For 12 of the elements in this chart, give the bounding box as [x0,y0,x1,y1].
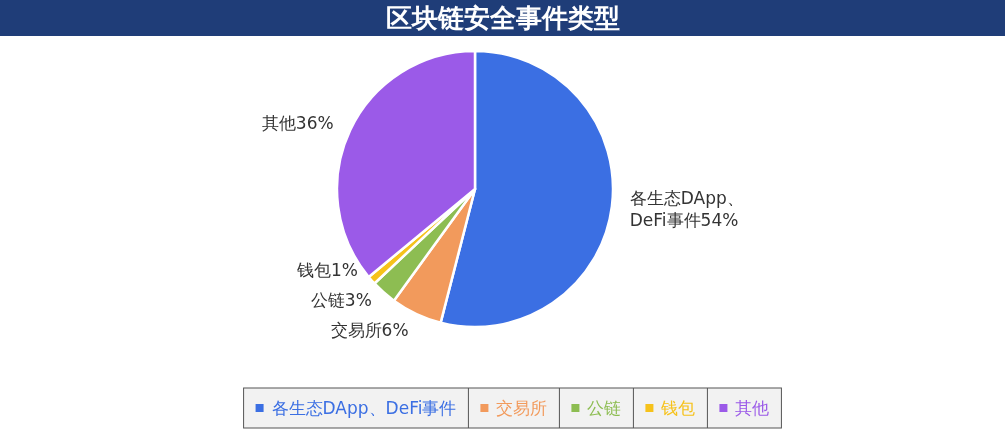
category-label: 其他36% [261,112,334,133]
title: 区块链安全事件类型 [0,0,1005,36]
legend-label: 各生态DApp、DeFi事件 [271,398,457,418]
category-label: 公链3% [310,290,372,311]
chart-title: 区块链安全事件类型 [385,3,620,33]
legend-label: 交易所 [496,398,548,418]
category-label: 钱包1% [296,260,358,281]
category-label: 交易所6% [330,320,409,341]
legend-label: 其他 [735,398,770,418]
legend-label: 钱包 [660,398,696,418]
legend-label: 公链 [587,398,622,418]
category-label: 各生态DApp、DeFi事件54% [629,187,744,230]
